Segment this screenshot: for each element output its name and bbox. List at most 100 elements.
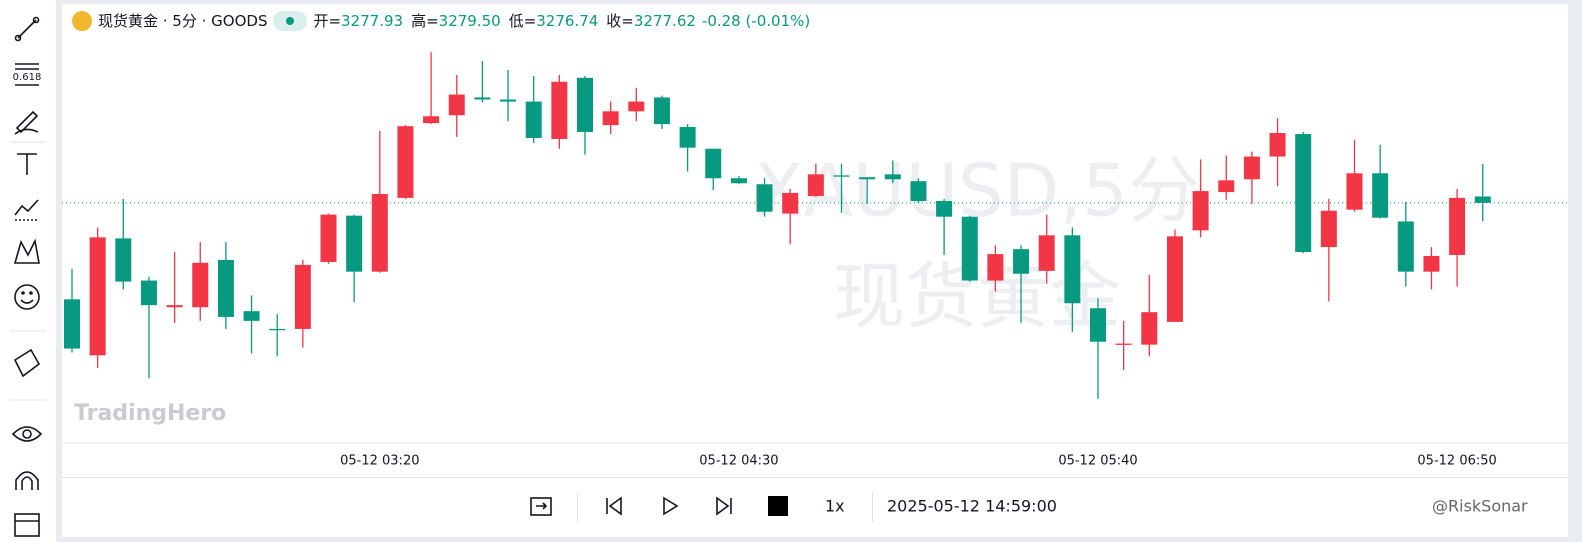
- candle-body: [730, 178, 747, 184]
- x-tick-label: 05-12 03:20: [340, 454, 419, 469]
- toolbar-separators: [10, 141, 46, 401]
- candle-body: [884, 174, 901, 180]
- candle-body: [551, 81, 568, 139]
- symbol-icon: [72, 10, 92, 31]
- replay-select-button[interactable]: [528, 493, 554, 519]
- candle-body: [397, 126, 414, 198]
- x-tick-label: 05-12 05:40: [1058, 454, 1137, 469]
- market-status: [273, 10, 308, 31]
- candle-body: [1474, 196, 1491, 203]
- candle-body: [833, 175, 850, 177]
- candle-body: [859, 177, 876, 180]
- ohlc-label: 低=: [508, 12, 537, 30]
- candle-body: [474, 97, 491, 100]
- candle-body: [1295, 134, 1312, 253]
- replay-time: 2025-05-12 14:59:00: [887, 496, 1057, 516]
- ohlc-item: 低=3276.74: [509, 10, 599, 31]
- x-tick-label: 05-12 06:50: [1417, 454, 1496, 469]
- candle-body: [1090, 308, 1106, 342]
- play-button[interactable]: [659, 495, 681, 517]
- ohlc-item: 开=3277.93: [313, 10, 403, 31]
- chart-panel: XAUUSD,5分 现货黄金 TradingHero 05-12 03:20 05-1…: [62, 4, 1568, 537]
- candle-body: [140, 280, 157, 306]
- emoji-tool[interactable]: [14, 284, 40, 310]
- candle-body: [1166, 236, 1183, 322]
- ohlc-label: 高=: [411, 12, 439, 30]
- candle-body: [243, 311, 260, 321]
- speed-button[interactable]: 1x: [825, 496, 845, 516]
- candle-body: [1269, 133, 1286, 157]
- price-change: -0.28 (-0.01%): [701, 11, 811, 30]
- pattern-tool[interactable]: [14, 199, 39, 221]
- candle-body: [910, 181, 927, 201]
- candle-body: [115, 238, 132, 282]
- brand-logo: TradingHero: [74, 401, 226, 426]
- step-forward-button[interactable]: [713, 495, 735, 517]
- candle-body: [602, 111, 619, 126]
- xabcd-tool[interactable]: [13, 238, 40, 264]
- magnet-tool[interactable]: [15, 471, 39, 490]
- visibility-tool[interactable]: [11, 426, 43, 442]
- credit-watermark: @RiskSonar: [1432, 496, 1528, 516]
- candle-body: [1346, 173, 1363, 210]
- ruler-tool[interactable]: [13, 348, 41, 378]
- fib-level-label: 0.618: [13, 72, 42, 83]
- candle-body: [961, 216, 978, 281]
- ohlc-value: 3277.93: [341, 12, 404, 30]
- candle-body: [1192, 191, 1209, 231]
- candle-body: [628, 101, 645, 112]
- candles: [64, 52, 1491, 399]
- candle-body: [782, 192, 799, 214]
- candle-body: [217, 259, 234, 317]
- ohlc-item: 高=3279.50: [411, 10, 501, 31]
- candle-body: [936, 200, 953, 217]
- candle-body: [423, 116, 440, 124]
- candle-body: [756, 184, 773, 212]
- candle-body: [1449, 197, 1466, 255]
- candle-body: [192, 262, 209, 308]
- candle-body: [1423, 255, 1440, 272]
- ohlc-value: 3277.62: [633, 12, 696, 30]
- symbol-title[interactable]: 现货黄金 · 5分 · GOODS: [98, 12, 268, 30]
- candle-body: [1397, 221, 1414, 272]
- toolbar-icons: 0.618: [10, 16, 46, 537]
- separator: [577, 492, 578, 522]
- candle-body: [166, 305, 183, 308]
- candle-body: [89, 237, 106, 356]
- candle-body: [807, 174, 824, 197]
- ohlc-values: 开=3277.93 高=3279.50 低=3276.74 收=3277.62: [313, 10, 695, 31]
- text-tool[interactable]: [17, 153, 37, 175]
- fib-tool[interactable]: [15, 63, 39, 86]
- ohlc-label: 收=: [606, 12, 634, 30]
- ohlc-item: 收=3277.62: [606, 10, 696, 31]
- candle-body: [1115, 343, 1132, 345]
- calendar-tool[interactable]: [14, 513, 40, 537]
- candle-body: [448, 94, 465, 116]
- step-back-button[interactable]: [603, 495, 625, 517]
- candle-body: [294, 264, 311, 329]
- trend-line-tool[interactable]: [14, 16, 40, 42]
- candle-body: [64, 299, 80, 349]
- candle-body: [679, 127, 696, 148]
- candle-body: [500, 99, 517, 102]
- candle-body: [525, 101, 542, 138]
- candle-body: [577, 77, 593, 132]
- candle-body: [1320, 210, 1337, 248]
- x-tick-label: 05-12 04:30: [699, 454, 778, 469]
- axes: 05-12 03:20 05-12 04:30 05-12 05:40 05-12 0…: [62, 202, 1568, 469]
- candle-body: [346, 215, 363, 272]
- legend-header: 现货黄金 · 5分 · GOODS 开=3277.93 高=3279.50 低=32…: [72, 10, 810, 31]
- candle-body: [653, 97, 670, 125]
- candle-body: [320, 214, 337, 262]
- stop-button[interactable]: [767, 495, 789, 517]
- brush-tool[interactable]: [14, 110, 39, 135]
- candle-body: [269, 328, 286, 331]
- candle-body: [987, 254, 1004, 281]
- candle-body: [1218, 180, 1235, 193]
- ohlc-value: 3276.74: [536, 12, 599, 30]
- candle-body: [1013, 249, 1030, 274]
- candle-body: [705, 148, 722, 179]
